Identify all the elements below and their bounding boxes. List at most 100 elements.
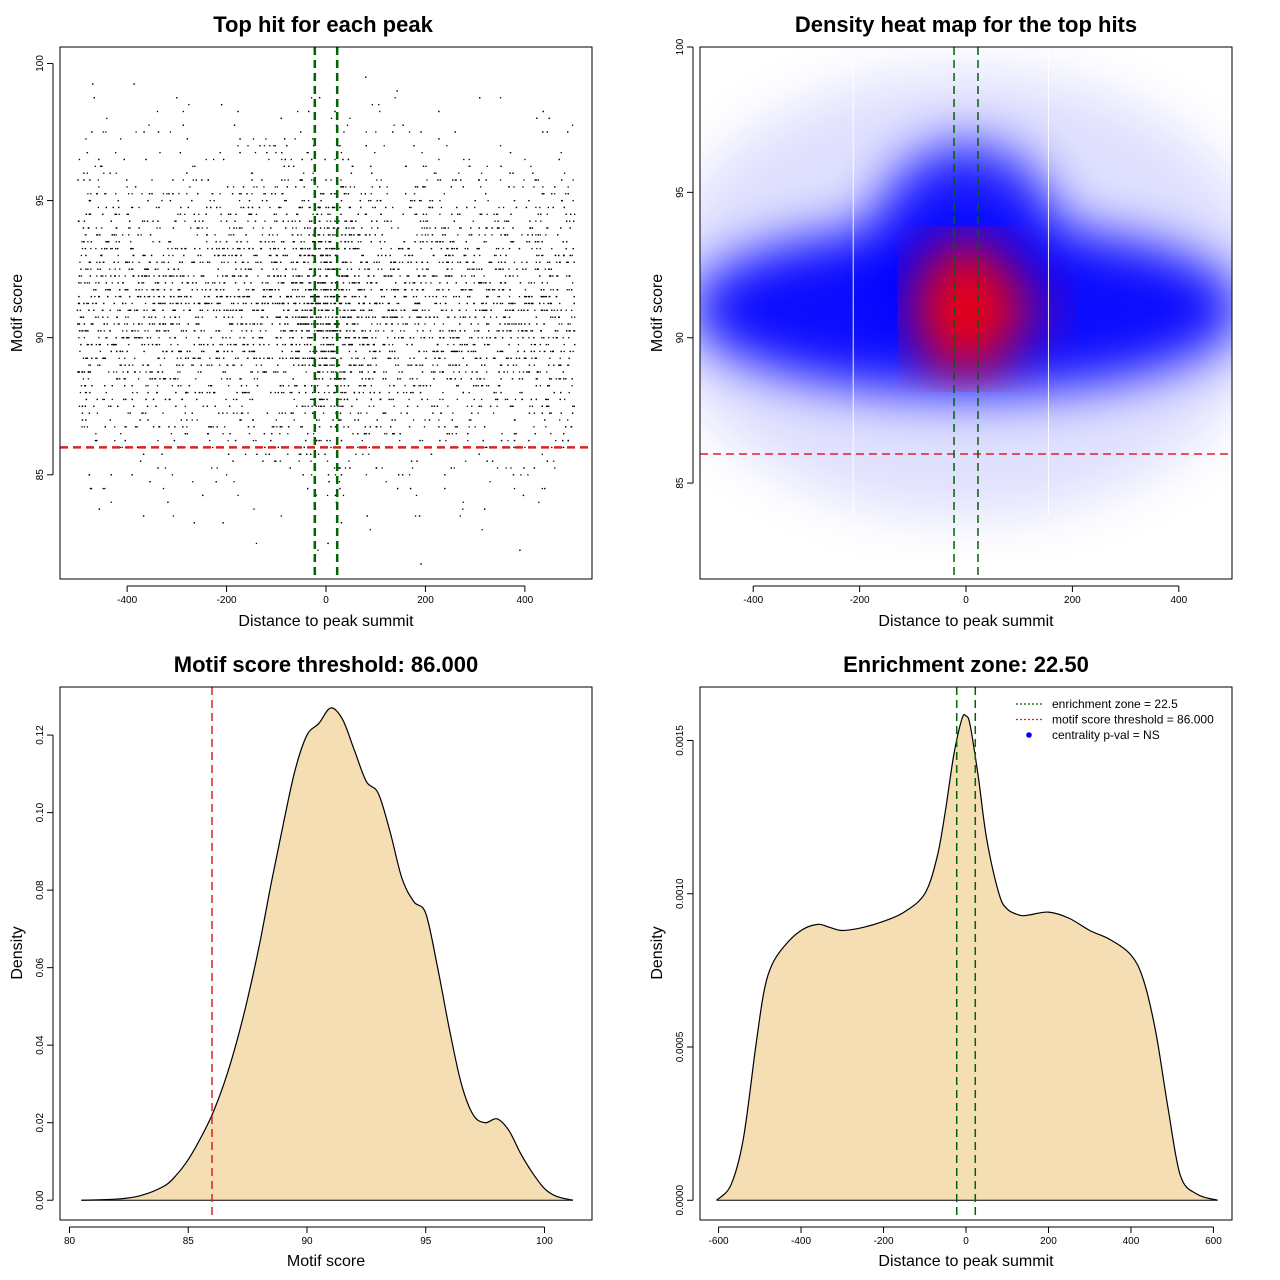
scatter-point [297,110,299,113]
scatter-point [533,412,536,414]
scatter-point [160,302,162,305]
scatter-point [457,261,459,263]
scatter-point [283,371,285,373]
scatter-point [463,289,465,291]
scatter-point [366,261,368,263]
scatter-point [307,357,309,359]
scatter-point [364,426,366,428]
scatter-point [371,220,373,222]
scatter-point [103,398,105,401]
scatter-point [381,316,383,318]
scatter-point [366,515,368,517]
scatter-point [477,412,479,414]
scatter-point [464,330,466,332]
scatter-point [434,227,437,229]
scatter-point [465,254,467,257]
scatter-point [532,302,534,305]
scatter-point [556,275,558,277]
scatter-point [176,323,178,325]
scatter-point [151,179,153,181]
scatter-point [439,330,441,332]
scatter-point [117,254,119,257]
scatter-point [231,316,234,318]
scatter-point [380,213,382,215]
scatter-point [255,357,258,359]
scatter-point [341,405,343,407]
scatter-point [559,419,561,421]
scatter-point [457,385,459,387]
scatter-point [358,316,360,318]
scatter-point [291,343,293,346]
scatter-point [415,213,418,215]
scatter-point [243,247,245,250]
scatter-point [379,391,381,394]
scatter-point [572,124,574,126]
scatter-point [546,460,548,462]
scatter-point [483,316,485,318]
scatter-point [86,357,89,359]
scatter-point [268,343,270,346]
scatter-point [447,247,449,250]
scatter-point [513,323,515,325]
scatter-point [295,350,297,353]
scatter-point [425,268,428,270]
scatter-point [102,398,104,401]
scatter-point [365,234,367,236]
scatter-point [288,385,290,387]
scatter-point [212,446,214,449]
scatter-point [172,309,174,311]
scatter-point [253,186,255,188]
scatter-point [472,220,474,222]
scatter-point [300,254,302,257]
scatter-point [180,350,183,353]
scatter-point [354,419,356,421]
scatter-point [169,131,172,133]
scatter-point [420,247,422,250]
scatter-point [307,151,309,154]
scatter-point [245,323,247,325]
scatter-point [413,309,415,311]
scatter-point [572,405,574,407]
scatter-point [458,364,460,366]
scatter-point [565,309,567,311]
scatter-point [266,316,269,318]
scatter-point [317,549,319,551]
scatter-point [299,302,301,305]
scatter-point [481,337,483,339]
scatter-point [506,309,509,311]
scatter-point [329,343,331,346]
scatter-point [449,241,451,243]
scatter-point [210,426,212,428]
scatter-point [550,433,552,435]
scatter-point [311,391,314,394]
scatter-point [144,302,147,305]
scatter-point [310,474,313,476]
scatter-point [358,337,360,339]
scatter-point [315,295,318,298]
scatter-point [453,343,455,346]
scatter-point [310,268,313,270]
scatter-point [337,405,339,407]
scatter-point [269,145,271,147]
scatter-point [399,433,401,435]
scatter-point [86,426,89,428]
scatter-point [444,254,447,257]
scatter-point [161,453,163,455]
scatter-point [211,467,213,469]
scatter-point [296,295,298,298]
scatter-point [362,364,364,366]
scatter-point [130,241,132,243]
scatter-point [130,206,133,209]
scatter-point [414,241,416,243]
scatter-point [318,419,320,421]
scatter-point [508,316,511,318]
scatter-point [386,316,388,318]
scatter-point [237,357,239,359]
scatter-point [397,357,399,359]
scatter-point [493,213,495,215]
scatter-point [275,460,277,462]
scatter-point [257,371,259,373]
scatter-point [495,213,498,215]
scatter-point [84,330,87,332]
scatter-point [395,282,397,284]
